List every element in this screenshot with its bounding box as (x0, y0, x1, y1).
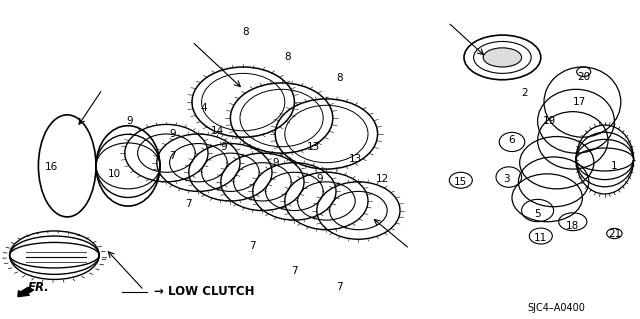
Text: 18: 18 (566, 221, 579, 232)
Text: SJC4–A0400: SJC4–A0400 (528, 303, 586, 313)
Text: → LOW CLUTCH: → LOW CLUTCH (154, 286, 254, 298)
Text: 9: 9 (126, 116, 132, 126)
Text: 11: 11 (534, 233, 547, 243)
Text: 19: 19 (543, 116, 556, 126)
Text: 7: 7 (336, 282, 342, 292)
Text: 7: 7 (186, 199, 192, 209)
Text: 7: 7 (250, 241, 256, 251)
Text: 6: 6 (509, 135, 515, 145)
Text: 21: 21 (608, 229, 621, 240)
Ellipse shape (483, 48, 522, 67)
FancyArrow shape (18, 287, 34, 297)
Text: 7: 7 (170, 151, 176, 161)
Text: 16: 16 (45, 162, 58, 173)
Text: 8: 8 (336, 73, 342, 83)
Text: 1: 1 (611, 161, 618, 171)
Text: 8: 8 (242, 27, 248, 37)
Text: 17: 17 (573, 97, 586, 107)
Text: 8: 8 (285, 52, 291, 63)
Text: 7: 7 (291, 266, 298, 276)
Text: 13: 13 (349, 154, 362, 165)
Text: 9: 9 (272, 158, 278, 168)
Text: 12: 12 (376, 174, 388, 184)
Text: 9: 9 (317, 174, 323, 184)
Text: 9: 9 (170, 129, 176, 139)
Text: 2: 2 (522, 87, 528, 98)
Text: 20: 20 (577, 71, 590, 82)
Text: FR.: FR. (28, 281, 49, 293)
Text: 5: 5 (534, 209, 541, 219)
Text: 9: 9 (221, 142, 227, 152)
Text: 15: 15 (454, 177, 467, 187)
Text: 3: 3 (504, 174, 510, 184)
Text: 4: 4 (200, 103, 207, 114)
Text: 10: 10 (108, 169, 120, 179)
Text: 14: 14 (211, 126, 224, 136)
Text: 13: 13 (307, 142, 320, 152)
